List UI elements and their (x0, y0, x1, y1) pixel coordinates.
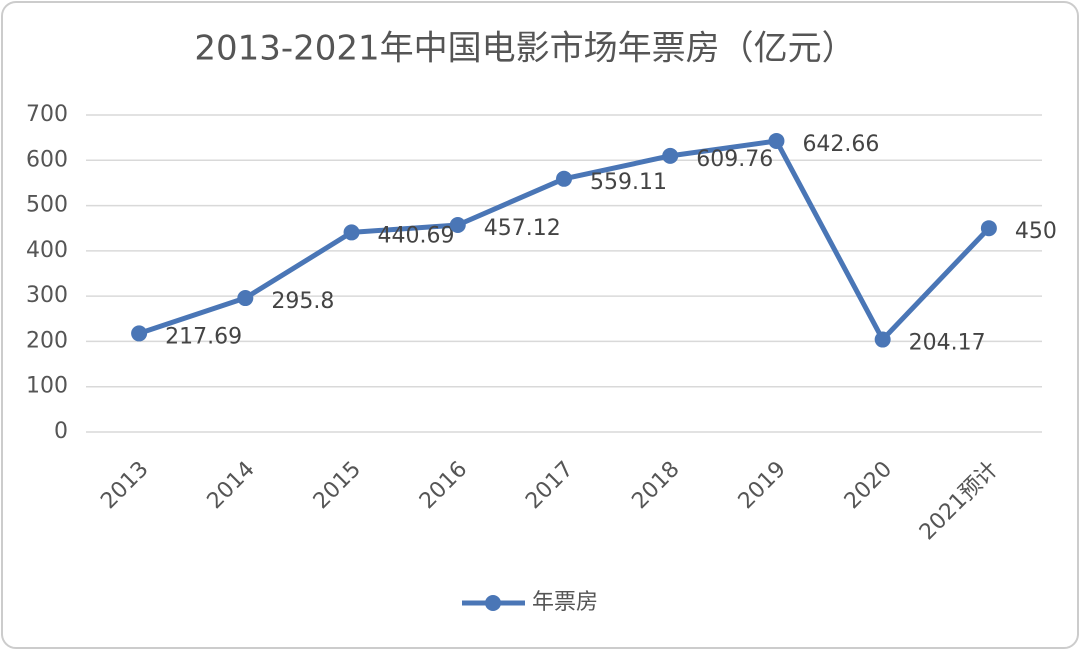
data-label: 609.76 (696, 147, 773, 172)
y-tick-label: 0 (54, 419, 68, 444)
point (343, 224, 360, 241)
data-label: 295.8 (271, 289, 334, 314)
y-tick-label: 400 (26, 238, 68, 263)
point (662, 147, 679, 164)
point (874, 331, 891, 348)
point (768, 132, 785, 149)
data-label: 457.12 (484, 216, 561, 241)
y-tick-label: 600 (26, 147, 68, 172)
y-tick-label: 100 (26, 374, 68, 399)
point (449, 216, 466, 233)
point (237, 290, 254, 307)
data-label: 642.66 (802, 132, 879, 157)
data-label: 440.69 (378, 223, 455, 248)
chart-title: 2013-2021年中国电影市场年票房（亿元） (194, 29, 855, 69)
y-tick-label: 200 (26, 328, 68, 353)
data-label: 204.17 (909, 331, 986, 356)
y-tick-label: 700 (26, 102, 68, 127)
y-tick-label: 500 (26, 193, 68, 218)
legend-label: 年票房 (532, 590, 598, 615)
point (980, 220, 997, 237)
data-label: 559.11 (590, 170, 667, 195)
y-tick-label: 300 (26, 283, 68, 308)
data-label: 217.69 (165, 324, 242, 349)
point (556, 170, 572, 187)
data-label: 450 (1015, 219, 1057, 244)
legend-marker (485, 595, 501, 611)
point (131, 325, 148, 342)
